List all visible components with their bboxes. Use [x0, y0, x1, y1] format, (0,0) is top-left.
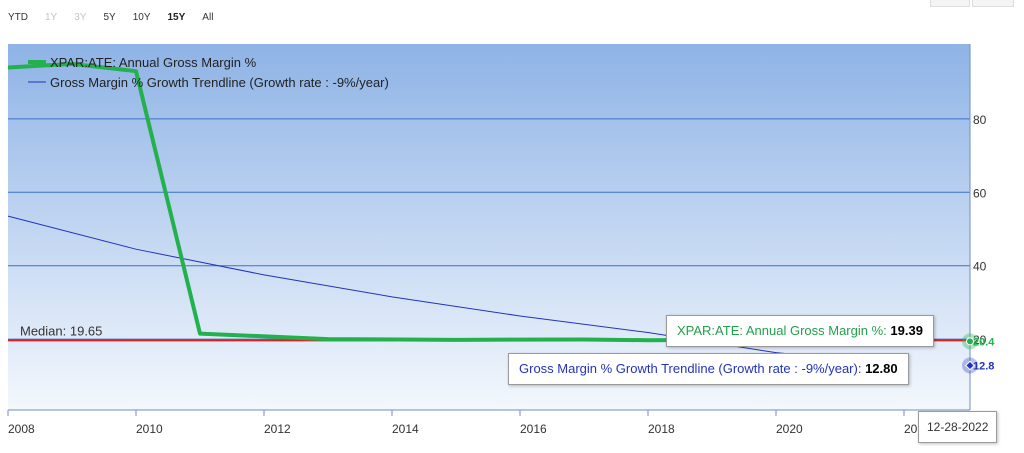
y-tick-label: 80	[973, 113, 987, 127]
range-3y-button[interactable]: 3Y	[74, 12, 87, 23]
margin-tooltip-label: XPAR:ATE: Annual Gross Margin %:	[677, 323, 891, 338]
trend-tooltip: Gross Margin % Growth Trendline (Growth …	[508, 353, 909, 385]
x-tick-label: 2018	[648, 422, 675, 436]
y-tick-label: 40	[973, 260, 987, 274]
date-tooltip: 12-28-2022	[918, 411, 998, 443]
x-tick-label: 2014	[392, 422, 419, 436]
range-15y-button[interactable]: 15Y	[167, 12, 186, 23]
range-all-button[interactable]: All	[202, 12, 214, 23]
chart-export-button[interactable]	[972, 0, 1014, 7]
margin-end-label: 20.4	[973, 336, 995, 348]
trend-end-label: 12.8	[973, 361, 994, 373]
range-5y-button[interactable]: 5Y	[103, 12, 116, 23]
trend-tooltip-value: 12.80	[865, 361, 898, 376]
margin-end-point	[966, 337, 974, 346]
chart-menu-button[interactable]	[930, 0, 970, 7]
trendline-series	[7, 215, 905, 367]
range-10y-button[interactable]: 10Y	[132, 12, 151, 23]
y-tick-label: 60	[973, 186, 987, 200]
plot-area	[8, 44, 970, 410]
range-ytd-button[interactable]: YTD	[8, 12, 28, 23]
margin-tooltip: XPAR:ATE: Annual Gross Margin %: 19.39	[666, 315, 934, 347]
x-tick-label: 2012	[264, 422, 291, 436]
x-tick-label: 2010	[136, 422, 163, 436]
y-tick-label: 20	[973, 333, 987, 347]
median-label: Median: 19.65	[20, 323, 102, 338]
x-tick-label: 2020	[776, 422, 803, 436]
legend-label-trend: Gross Margin % Growth Trendline (Growth …	[50, 75, 389, 90]
legend: XPAR:ATE: Annual Gross Margin % Gross Mar…	[28, 55, 389, 90]
range-1y-button[interactable]: 1Y	[45, 12, 58, 23]
x-tick-label: 2016	[520, 422, 547, 436]
margin-tooltip-value: 19.39	[890, 323, 923, 338]
trend-tooltip-label: Gross Margin % Growth Trendline (Growth …	[519, 361, 866, 376]
trend-end-point	[965, 360, 975, 371]
range-selector: YTD 1Y 3Y 5Y 10Y 15Y All	[8, 10, 230, 26]
x-tick-label: 2008	[8, 422, 35, 436]
axis-layer: 2040608020082010201220142016201820202022	[7, 44, 987, 436]
end-markers: 20.4 12.8	[962, 333, 995, 374]
legend-label-margin: XPAR:ATE: Annual Gross Margin %	[50, 55, 257, 70]
